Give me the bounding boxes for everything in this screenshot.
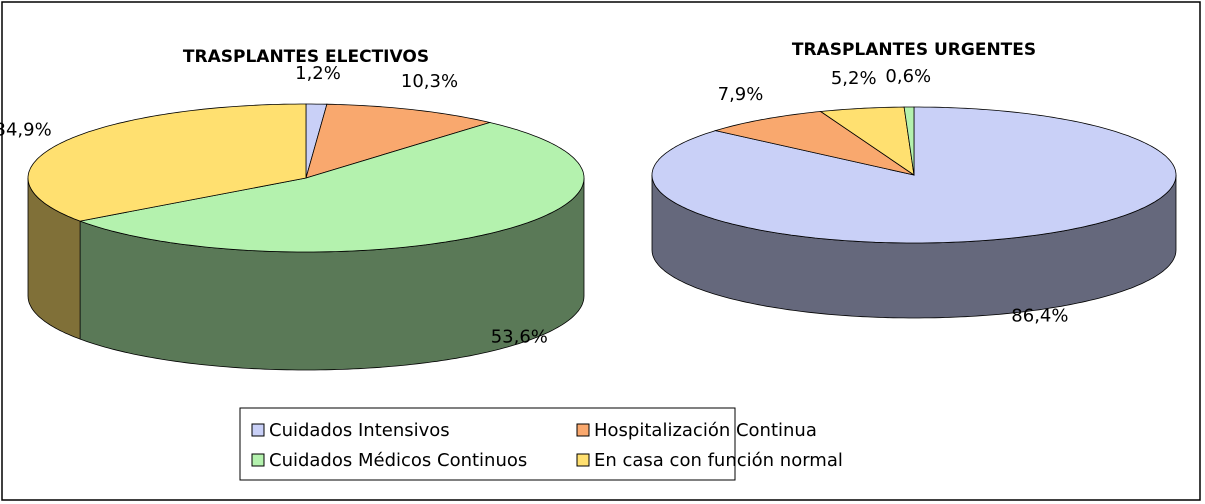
pie-slice	[305, 103, 492, 179]
legend-swatch	[576, 453, 590, 467]
data-label: 0,6%	[885, 66, 931, 87]
data-label: 5,2%	[831, 68, 877, 89]
legend-label: Cuidados Intensivos	[269, 420, 450, 441]
data-label: 7,9%	[718, 84, 764, 105]
pie-slice	[713, 111, 915, 176]
pie-top	[819, 106, 915, 176]
pie-top	[903, 106, 915, 176]
chart-title: TRASPLANTES ELECTIVOS	[183, 47, 429, 67]
legend-box	[239, 407, 736, 481]
data-label: 86,4%	[1011, 306, 1068, 327]
chart-title: TRASPLANTES URGENTES	[792, 40, 1036, 60]
data-label: 34,9%	[0, 120, 52, 141]
pie-top	[305, 103, 492, 179]
data-label: 1,2%	[295, 63, 341, 84]
data-label: 53,6%	[491, 327, 548, 348]
pie-slice	[903, 106, 915, 176]
pie-top	[78, 122, 585, 253]
legend-swatch	[251, 453, 265, 467]
legend-swatch	[251, 423, 265, 437]
pie-top	[27, 103, 307, 222]
legend-label: Cuidados Médicos Continuos	[269, 450, 527, 471]
pie-slice	[27, 103, 307, 340]
legend-label: En casa con función normal	[594, 450, 843, 471]
legend-label: Hospitalización Continua	[594, 420, 817, 441]
data-label: 10,3%	[401, 71, 458, 92]
pie-slice	[819, 106, 915, 176]
legend-swatch	[576, 423, 590, 437]
pie-top	[713, 111, 915, 176]
